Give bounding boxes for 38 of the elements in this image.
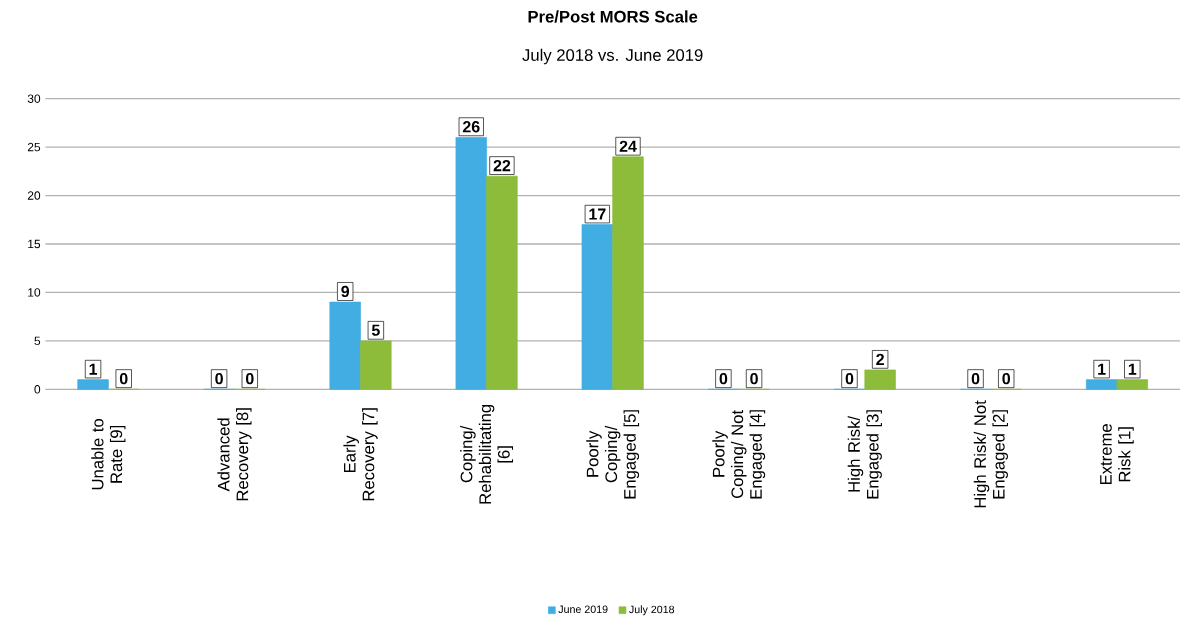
data-label: 0 <box>119 373 128 385</box>
data-label: 0 <box>719 373 728 385</box>
x-tick-label: Extreme Risk [1] <box>1100 424 1134 485</box>
x-tick-label: Advanced Recovery [8] <box>217 408 252 501</box>
data-label: 0 <box>1002 373 1010 385</box>
data-label: 1 <box>1128 363 1137 375</box>
x-tick-label: Early Recovery [7] <box>343 408 378 501</box>
legend-label: July 2018 <box>629 605 675 616</box>
data-label: 1 <box>89 363 98 375</box>
y-tick-label: 20 <box>27 191 41 200</box>
legend-label: June 2019 <box>558 605 608 614</box>
chart-subtitle: July 2018 vs. June 2019 <box>522 48 703 65</box>
y-tick-label: 10 <box>28 288 41 297</box>
data-label: 24 <box>619 140 637 152</box>
data-label: 0 <box>245 373 254 385</box>
data-label: 9 <box>341 285 350 298</box>
y-tick-label: 5 <box>34 336 41 346</box>
x-tick-label: High Risk/ Engaged [3] <box>847 410 882 499</box>
x-tick-label: High Risk/ Not Engaged [2] <box>973 400 1008 508</box>
data-label: 0 <box>971 373 980 385</box>
y-tick-label: 0 <box>34 385 41 394</box>
y-tick-label: 30 <box>27 94 41 103</box>
data-label: 0 <box>845 373 854 385</box>
data-label: 17 <box>589 208 606 220</box>
y-tick-label: 15 <box>28 239 41 249</box>
data-label: 0 <box>215 373 223 385</box>
data-label: 1 <box>1098 363 1106 375</box>
data-label: 0 <box>750 373 758 385</box>
x-tick-label: Unable to Rate [9] <box>91 418 126 490</box>
chart-title: Pre/Post MORS Scale <box>528 10 698 23</box>
data-label: 2 <box>876 353 884 365</box>
data-label: 5 <box>371 324 380 336</box>
data-label: 26 <box>462 121 480 133</box>
x-tick-label: Poorly Coping/ Not Engaged [4] <box>712 410 766 499</box>
y-tick-label: 25 <box>27 142 41 152</box>
x-tick-label: Coping/ Rehabilitating [6] <box>460 404 514 504</box>
x-tick-label: Poorly Coping/ Engaged [5] <box>586 410 640 499</box>
data-label: 22 <box>493 160 511 172</box>
